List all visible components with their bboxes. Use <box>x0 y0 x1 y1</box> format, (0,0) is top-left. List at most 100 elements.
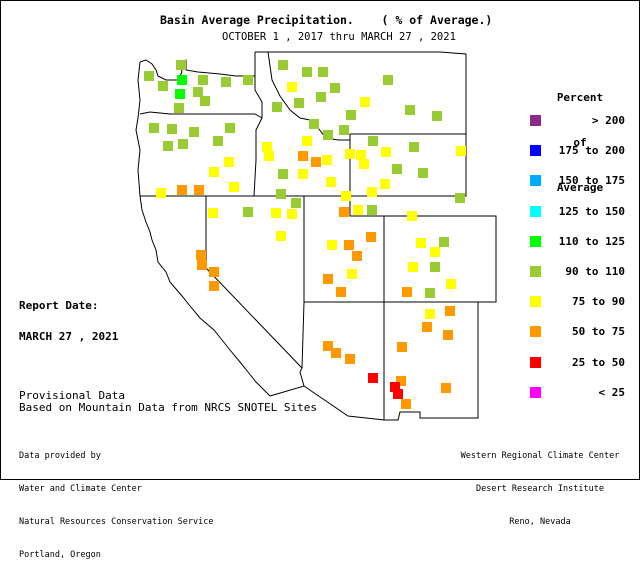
station-marker <box>339 207 349 217</box>
station-marker <box>309 119 319 129</box>
station-marker <box>360 97 370 107</box>
station-marker <box>336 287 346 297</box>
station-marker <box>198 75 208 85</box>
legend-swatch <box>530 356 541 368</box>
credit-line: Data provided by <box>19 451 101 461</box>
wa-or-border <box>139 111 263 119</box>
legend-swatch <box>530 386 541 398</box>
station-marker <box>408 262 418 272</box>
station-marker <box>393 389 403 399</box>
station-marker <box>291 198 301 208</box>
ca-nv-border <box>205 196 305 387</box>
credit-line: Western Regional Climate Center <box>460 451 620 461</box>
legend-label: 50 to 75 <box>572 325 625 339</box>
station-marker <box>346 110 356 120</box>
legend-item: 50 to 75 <box>530 326 630 338</box>
legend-swatch <box>530 296 541 308</box>
station-marker <box>425 309 435 319</box>
legend-swatch <box>530 205 541 217</box>
station-marker <box>213 136 223 146</box>
station-marker <box>318 67 328 77</box>
co-border <box>384 215 497 303</box>
station-marker <box>193 87 203 97</box>
station-marker <box>178 139 188 149</box>
station-marker <box>271 208 281 218</box>
station-marker <box>402 287 412 297</box>
legend-item: 125 to 150 <box>530 205 630 218</box>
station-marker <box>163 141 173 151</box>
legend-swatch <box>530 235 541 247</box>
credits-left: Data provided by Water and Climate Cente… <box>19 429 213 572</box>
station-marker <box>368 136 378 146</box>
data-source-note: Based on Mountain Data from NRCS SNOTEL … <box>19 401 318 414</box>
credit-line: Portland, Oregon <box>19 550 101 560</box>
station-markers <box>144 60 466 409</box>
station-marker <box>331 348 341 358</box>
station-marker <box>149 123 159 133</box>
station-marker <box>432 111 442 121</box>
station-marker <box>425 288 435 298</box>
station-marker <box>243 207 253 217</box>
station-marker <box>356 150 366 160</box>
station-marker <box>287 82 297 92</box>
station-marker <box>345 149 355 159</box>
station-marker <box>352 251 362 261</box>
station-marker <box>197 260 207 270</box>
map-subtitle: OCTOBER 1 , 2017 thru MARCH 27 , 2021 <box>222 31 456 43</box>
station-marker <box>174 103 184 113</box>
station-marker <box>225 123 235 133</box>
station-marker <box>390 382 400 392</box>
station-marker <box>323 130 333 140</box>
station-marker <box>311 157 321 167</box>
station-marker <box>368 373 378 383</box>
legend-swatch <box>530 145 541 157</box>
station-marker <box>209 281 219 291</box>
station-marker <box>294 98 304 108</box>
station-marker <box>347 269 357 279</box>
id-mt-divide <box>267 51 466 141</box>
station-marker <box>430 247 440 257</box>
station-marker <box>323 274 333 284</box>
station-marker <box>455 193 465 203</box>
station-marker <box>287 209 297 219</box>
legend-title-line: of <box>573 136 587 149</box>
station-marker <box>200 96 210 106</box>
station-marker <box>456 146 466 156</box>
station-marker <box>330 83 340 93</box>
legend-label: 110 to 125 <box>558 234 625 248</box>
credit-line: Reno, Nevada <box>509 517 571 527</box>
station-marker <box>446 279 456 289</box>
station-marker <box>327 240 337 250</box>
station-marker <box>407 211 417 221</box>
credit-line: Water and Climate Center <box>19 484 142 494</box>
legend-label: 25 to 50 <box>572 355 625 369</box>
credits-right: Western Regional Climate Center Desert R… <box>440 429 640 539</box>
station-marker <box>144 71 154 81</box>
station-marker <box>177 75 187 85</box>
legend-item: < 25 <box>530 386 630 399</box>
legend-label: 90 to 110 <box>565 265 625 278</box>
station-marker <box>221 77 231 87</box>
id-west-border <box>253 52 263 197</box>
legend-title-line: Percent <box>556 91 604 104</box>
report-date-value: MARCH 27 , 2021 <box>19 330 119 343</box>
station-marker <box>278 60 288 70</box>
station-marker <box>156 188 166 198</box>
station-marker <box>224 157 234 167</box>
legend-label: 175 to 200 <box>558 144 625 158</box>
nv-ut-border <box>254 195 305 369</box>
station-marker <box>189 127 199 137</box>
station-marker <box>383 75 393 85</box>
station-marker <box>209 267 219 277</box>
station-marker <box>401 399 411 409</box>
station-marker <box>264 151 274 161</box>
station-marker <box>416 238 426 248</box>
legend-swatch <box>530 115 541 126</box>
legend-label: 150 to 175 <box>558 174 625 188</box>
station-marker <box>194 185 204 195</box>
legend-item: 110 to 125 <box>530 234 630 248</box>
station-marker <box>359 159 369 169</box>
station-marker <box>323 341 333 351</box>
legend-swatch <box>530 266 541 277</box>
station-marker <box>341 191 351 201</box>
